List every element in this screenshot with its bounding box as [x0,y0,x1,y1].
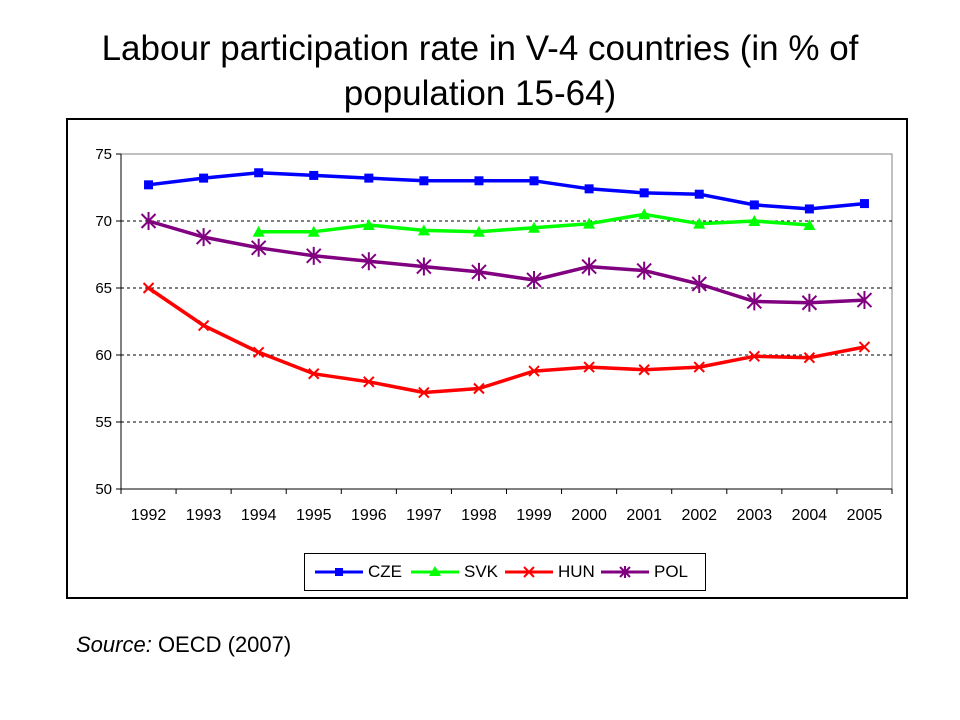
point-pol-2005 [856,291,873,310]
plot-area [120,153,893,490]
legend-label-pol: POL [654,562,689,581]
source-text: OECD (2007) [151,632,292,657]
point-hun-1997 [418,386,430,399]
point-svk-1995 [307,225,320,237]
point-pol-1994 [250,238,267,257]
point-pol-1998 [471,262,487,281]
x-tick-label-1992: 1992 [131,507,167,524]
y-tick-label: 50 [95,481,112,498]
x-tick-label-2002: 2002 [681,507,717,524]
point-cze-2004 [804,204,814,214]
point-hun-1994 [252,346,265,359]
series-line-cze [148,171,865,211]
point-pol-2003 [746,292,763,311]
y-tick-label: 55 [95,414,112,431]
source-label: Source: [76,632,152,657]
point-hun-1993 [197,319,210,332]
legend: CZE SVK HUN POL [304,553,706,591]
x-tick-label-1996: 1996 [351,507,387,524]
point-cze-1998 [474,176,484,186]
point-hun-2000 [583,361,595,373]
x-tick-label-2001: 2001 [626,507,662,524]
point-svk-2003 [748,215,761,226]
point-svk-2001 [638,208,651,220]
point-svk-1997 [417,224,430,236]
point-pol-1997 [416,257,432,276]
point-pol-2002 [691,274,707,293]
page-title: Labour participation rate in V-4 countri… [101,29,859,113]
x-tick-label-2000: 2000 [571,507,607,524]
point-cze-1995 [309,170,319,180]
y-tick-label: 70 [95,213,112,230]
point-pol-1992 [140,212,157,230]
point-cze-1994 [254,168,264,178]
point-hun-1999 [528,365,540,377]
point-svk-1996 [362,219,375,231]
legend-swatch-pol [601,566,649,578]
x-tick-label-1999: 1999 [516,507,552,524]
legend-item-pol: POL [599,554,688,590]
chart-area: 50 55 60 65 70 75 1992 1993 1994 1995 1996 1997 1998… [66,118,908,599]
series-line-hun [147,286,865,395]
legend-label-hun: HUN [558,562,595,581]
point-pol-2004 [801,293,818,312]
point-pol-2000 [581,257,597,276]
point-pol-2001 [636,261,652,280]
point-cze-1993 [199,173,209,183]
point-cze-2003 [749,200,759,210]
series-line-pol [148,219,865,305]
legend-label-cze: CZE [368,562,402,581]
point-cze-1997 [419,176,429,186]
point-hun-2002 [693,361,705,373]
point-hun-2005 [858,341,871,353]
point-svk-2002 [693,217,706,229]
point-cze-2005 [859,199,869,209]
point-hun-2004 [803,351,816,364]
point-svk-1998 [472,225,485,237]
x-tick-label-1998: 1998 [461,507,497,524]
point-svk-2004 [803,219,816,231]
y-tick-label: 60 [95,347,112,364]
point-pol-1999 [526,270,542,289]
point-svk-2000 [583,217,596,229]
x-tick-label-1995: 1995 [296,507,332,524]
point-hun-2003 [748,350,761,363]
point-svk-1999 [528,221,541,233]
legend-swatch-svk [411,566,459,576]
point-pol-1993 [195,228,212,247]
point-cze-1999 [529,176,539,186]
point-hun-1995 [308,368,320,380]
point-cze-2002 [694,189,704,199]
point-cze-2000 [584,184,594,194]
point-hun-1992 [142,282,155,294]
point-hun-2001 [638,364,650,376]
line-chart: 50 55 60 65 70 75 1992 1993 1994 1995 1996 1997 1998… [95,146,893,524]
x-tick-label-1993: 1993 [186,507,222,524]
point-hun-1996 [363,376,375,388]
x-tick-label-1997: 1997 [406,507,442,524]
point-pol-1996 [361,252,377,271]
y-tick-label: 65 [95,280,112,297]
legend-item-svk: SVK [409,554,498,590]
legend-item-cze: CZE [313,554,402,590]
legend-swatch-hun [505,566,553,578]
legend-item-hun: HUN [503,554,595,590]
x-tick-label-2003: 2003 [737,507,773,524]
y-tick-label: 75 [95,146,112,163]
point-pol-1995 [306,246,322,265]
source-note: Source: OECD (2007) [76,631,291,659]
point-svk-1994 [252,225,265,237]
x-tick-label-2005: 2005 [847,507,883,524]
legend-label-svk: SVK [464,562,499,581]
x-tick-label-1994: 1994 [241,507,277,524]
point-hun-1998 [473,382,485,395]
x-tick-label-2004: 2004 [792,507,828,524]
point-cze-1992 [144,180,154,190]
legend-swatch-cze [315,568,363,576]
point-cze-1996 [364,173,374,183]
point-cze-2001 [639,188,649,198]
